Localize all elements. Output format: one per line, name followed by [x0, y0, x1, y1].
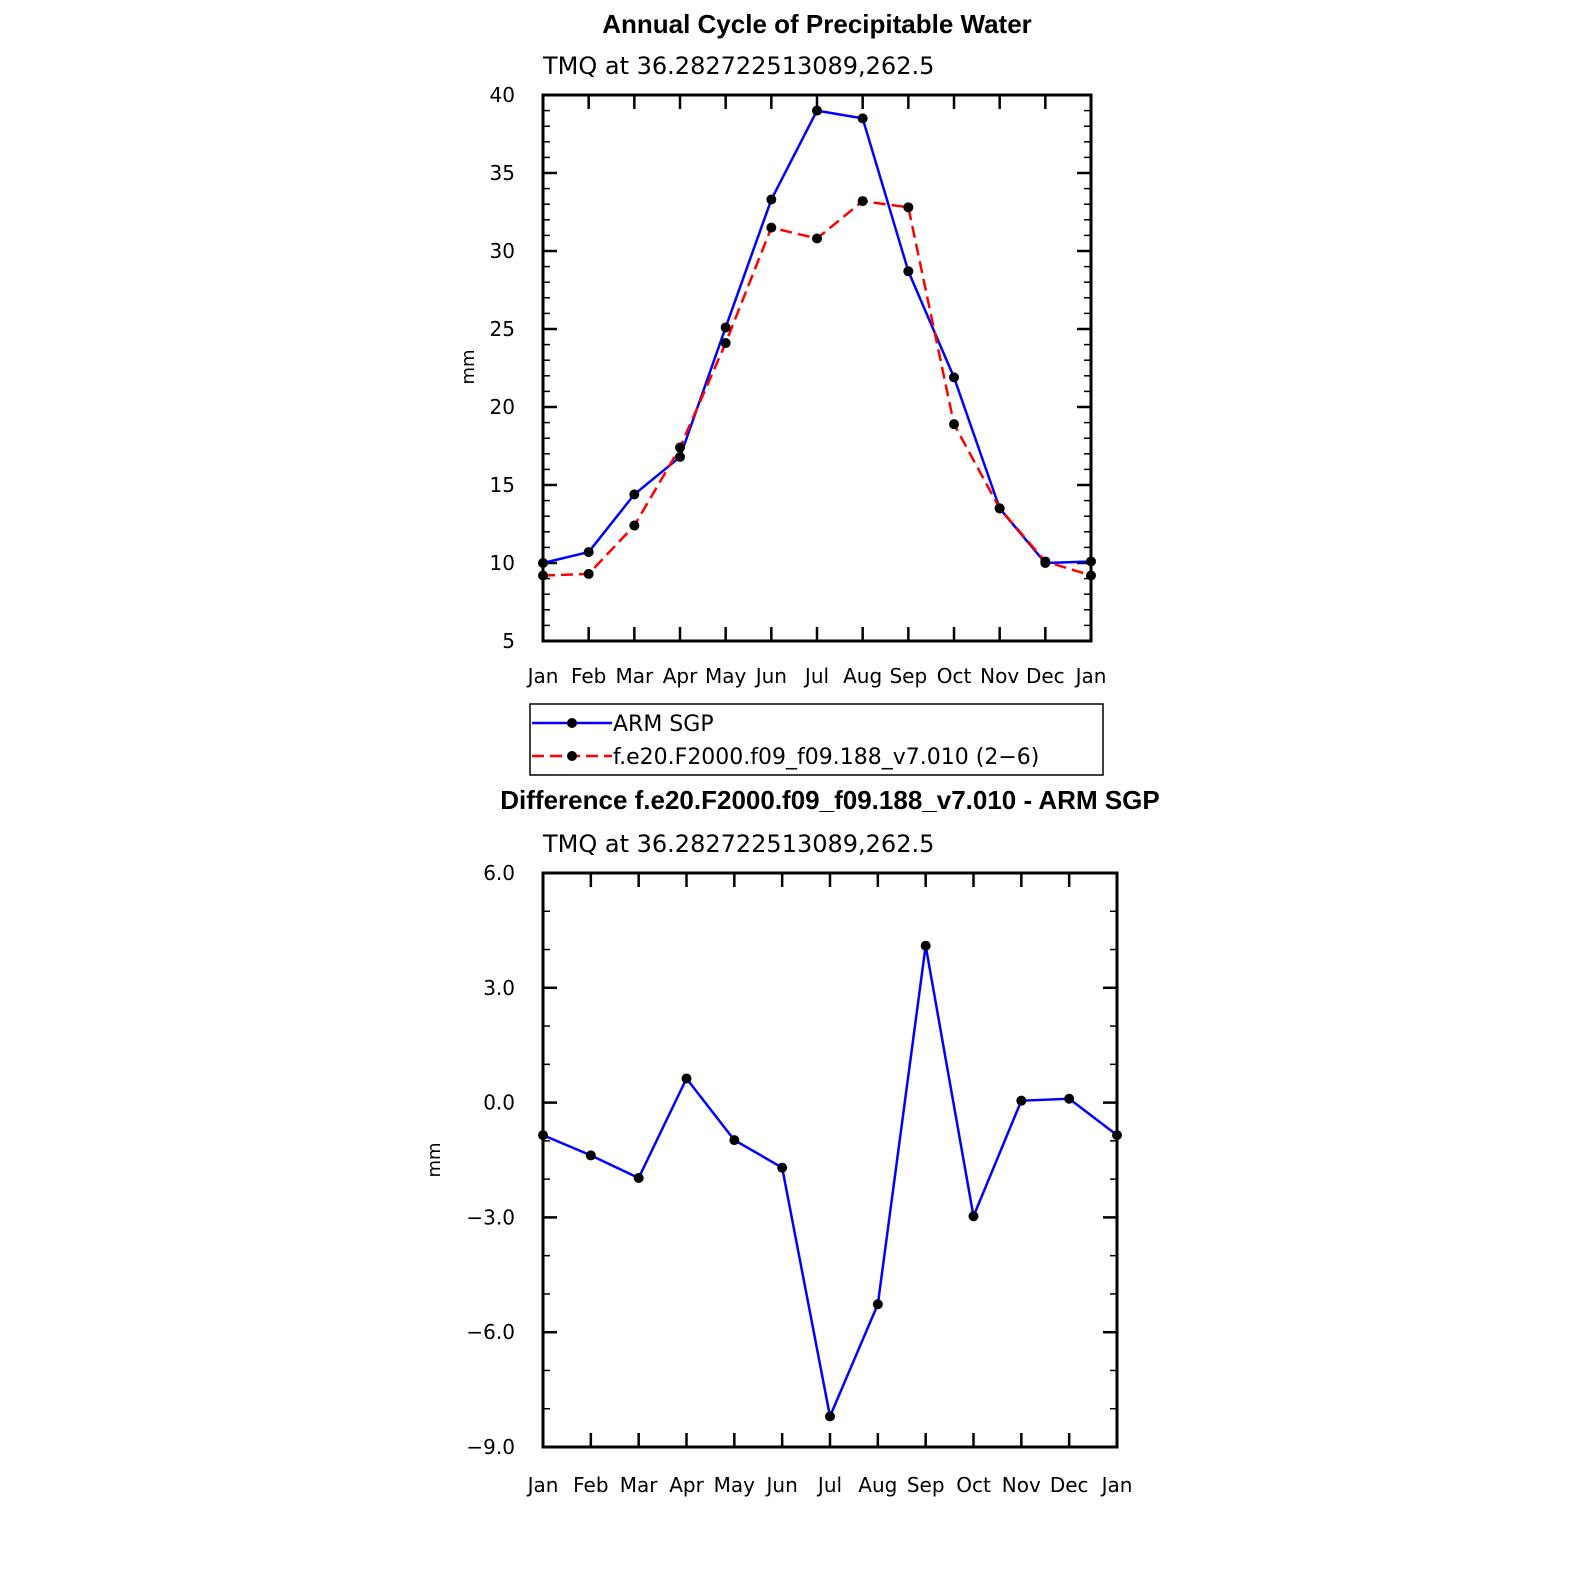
data-point-f-e20-f2000-f09-f09-188-v7-010-2-6	[949, 419, 959, 430]
data-point-f-e20-f2000-f09-f09-188-v7-010-2-6	[994, 503, 1005, 514]
data-point-difference	[1064, 1093, 1075, 1104]
chart-title: Difference f.e20.F2000.f09_f09.188_v7.01…	[500, 785, 1160, 815]
x-tick-label: May	[705, 664, 747, 688]
x-tick-label: Dec	[1050, 1473, 1089, 1497]
data-point-arm-sgp	[629, 489, 640, 500]
y-tick-label: 3.0	[483, 976, 515, 1000]
data-point-difference	[825, 1411, 835, 1422]
y-tick-label: 25	[490, 317, 515, 341]
data-point-arm-sgp	[949, 372, 959, 383]
legend-marker-arm-sgp	[567, 718, 577, 728]
plot-frame	[541, 871, 1119, 1449]
data-point-difference	[1016, 1095, 1027, 1106]
data-point-difference	[920, 940, 931, 951]
data-point-arm-sgp	[812, 105, 822, 116]
legend-marker-model	[567, 751, 577, 761]
data-point-arm-sgp	[675, 451, 685, 462]
x-tick-label: Mar	[620, 1473, 659, 1497]
x-tick-label: Aug	[843, 664, 882, 688]
x-tick-label: Aug	[858, 1473, 897, 1497]
series-group	[538, 940, 1122, 1422]
data-point-f-e20-f2000-f09-f09-188-v7-010-2-6	[1040, 556, 1051, 567]
data-point-arm-sgp	[720, 322, 731, 333]
data-point-f-e20-f2000-f09-f09-188-v7-010-2-6	[812, 233, 822, 244]
data-point-f-e20-f2000-f09-f09-188-v7-010-2-6	[675, 442, 685, 453]
legend-label-arm-sgp: ARM SGP	[613, 712, 714, 737]
data-point-arm-sgp	[857, 113, 868, 124]
x-tick-label: Jul	[816, 1473, 842, 1497]
x-tick-label: Jun	[765, 1473, 798, 1497]
data-point-difference	[681, 1073, 692, 1084]
data-point-f-e20-f2000-f09-f09-188-v7-010-2-6	[720, 338, 731, 349]
x-tick-label: Feb	[573, 1473, 608, 1497]
y-tick-label: −6.0	[466, 1320, 515, 1344]
data-point-f-e20-f2000-f09-f09-188-v7-010-2-6	[903, 202, 914, 213]
x-tick-label: Sep	[907, 1473, 945, 1497]
y-tick-label: 35	[490, 161, 515, 185]
y-tick-label: 30	[490, 239, 515, 263]
y-tick-label: 20	[490, 395, 515, 419]
legend-label-model: f.e20.F2000.f09_f09.188_v7.010 (2−6)	[613, 745, 1039, 770]
x-tick-label: Nov	[1002, 1473, 1041, 1497]
x-tick-label: Sep	[889, 664, 927, 688]
plot-frame	[541, 93, 1093, 643]
x-tick-label: Jul	[803, 664, 829, 688]
chart-subtitle: TMQ at 36.282722513089,262.5	[542, 52, 934, 80]
data-point-arm-sgp	[766, 194, 777, 205]
x-tick-label: Oct	[956, 1473, 991, 1497]
x-tick-label: Apr	[663, 664, 698, 688]
data-point-f-e20-f2000-f09-f09-188-v7-010-2-6	[629, 520, 640, 531]
x-tick-label: May	[714, 1473, 756, 1497]
data-point-difference	[585, 1150, 596, 1161]
chart-subtitle: TMQ at 36.282722513089,262.5	[542, 830, 934, 858]
y-tick-label: 6.0	[483, 861, 515, 885]
series-line-arm-sgp	[542, 109, 1092, 565]
y-axis-label: mm	[424, 1142, 445, 1177]
data-point-difference	[968, 1211, 979, 1222]
data-point-f-e20-f2000-f09-f09-188-v7-010-2-6	[857, 196, 868, 207]
data-point-f-e20-f2000-f09-f09-188-v7-010-2-6	[766, 222, 777, 233]
legend-box	[529, 703, 1104, 776]
x-tick-label: Jun	[754, 664, 787, 688]
x-tick-label: Mar	[615, 664, 654, 688]
y-tick-label: 15	[490, 473, 515, 497]
data-point-arm-sgp	[583, 547, 594, 558]
y-tick-label: 0.0	[483, 1091, 515, 1115]
x-tick-label: Nov	[980, 664, 1019, 688]
series-line-difference	[542, 944, 1118, 1418]
x-tick-label: Feb	[571, 664, 606, 688]
y-tick-label: 5	[502, 629, 515, 653]
series-line-f-e20-f2000-f09-f09-188-v7-010-2-6	[542, 199, 1092, 577]
x-tick-label: Apr	[669, 1473, 704, 1497]
data-point-difference	[729, 1135, 740, 1146]
axes-group: Jan Feb Mar Apr May Jun Jul Aug Sep Oct Nov Dec Jan 5…	[490, 83, 1107, 688]
chart-title: Annual Cycle of Precipitable Water	[602, 9, 1032, 39]
y-tick-label: 40	[490, 83, 515, 107]
axes-group: Jan Feb Mar Apr May Jun Jul Aug Sep Oct Nov Dec Jan−…	[466, 861, 1132, 1497]
difference-chart: Difference f.e20.F2000.f09_f09.188_v7.01…	[424, 785, 1160, 1497]
x-tick-label: Jan	[526, 664, 559, 688]
data-point-difference	[633, 1172, 644, 1183]
x-tick-label: Jan	[1074, 664, 1107, 688]
x-tick-label: Jan	[1100, 1473, 1133, 1497]
data-point-f-e20-f2000-f09-f09-188-v7-010-2-6	[583, 568, 594, 579]
series-group	[538, 105, 1096, 581]
y-tick-label: −3.0	[466, 1205, 515, 1229]
data-point-difference	[777, 1162, 788, 1173]
x-tick-label: Oct	[937, 664, 972, 688]
y-axis-label: mm	[458, 349, 479, 384]
y-tick-label: −9.0	[466, 1435, 515, 1459]
legend: ARM SGP f.e20.F2000.f09_f09.188_v7.010 (…	[529, 703, 1104, 776]
data-point-difference	[872, 1299, 883, 1310]
annual-cycle-chart: Annual Cycle of Precipitable Water TMQ a…	[458, 9, 1107, 776]
x-tick-label: Dec	[1026, 664, 1065, 688]
y-tick-label: 10	[490, 551, 515, 575]
data-point-arm-sgp	[903, 266, 914, 277]
x-tick-label: Jan	[526, 1473, 559, 1497]
